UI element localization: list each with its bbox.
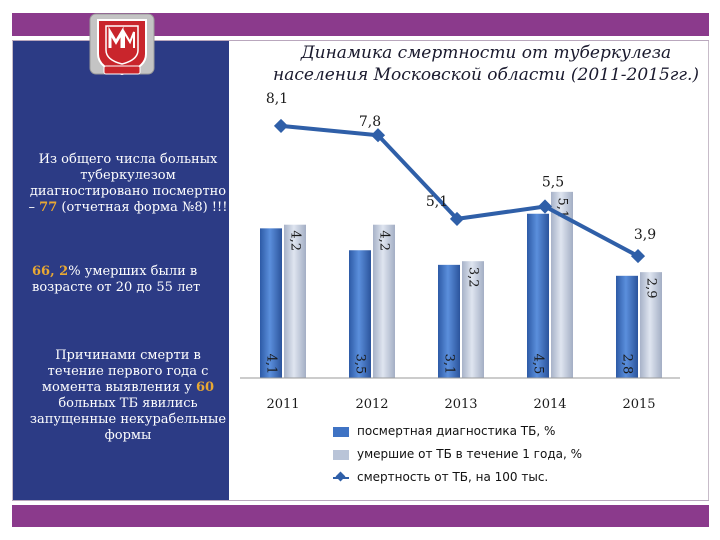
bar-posthumous-2013 <box>438 264 460 378</box>
note-posthumous-value: 77 <box>39 200 58 215</box>
bar-label-first-year-2013: 3,2 <box>466 267 481 288</box>
bar-first-year-2013 <box>462 261 484 378</box>
legend-label-mortality: смертность от ТБ, на 100 тыс. <box>357 470 549 484</box>
mortality-label-2012: 7,8 <box>359 114 381 130</box>
bar-first-year-2014 <box>551 191 573 378</box>
note-age-value: 66, 2 <box>32 264 69 279</box>
university-seal-logo <box>89 13 155 76</box>
chart-title: Динамика смертности от туберкулеза насел… <box>273 43 699 85</box>
chart-legend: посмертная диагностика ТБ, % умершие от … <box>333 420 582 489</box>
left-frame-line <box>12 41 13 500</box>
bar-label-posthumous-2014: 4,5 <box>531 354 546 375</box>
right-frame-line <box>708 41 709 500</box>
legend-item-mortality: смертность от ТБ, на 100 тыс. <box>333 466 582 489</box>
bar-label-posthumous-2013: 3,1 <box>442 354 457 375</box>
legend-swatch-grey <box>333 450 349 460</box>
tick-label-2011: 2011 <box>266 397 299 412</box>
top-frame-bar <box>12 13 709 36</box>
bar-first-year-2012 <box>373 224 395 378</box>
mortality-label-2013: 5,1 <box>426 194 448 210</box>
bottom-frame-bar <box>12 505 709 527</box>
mortality-point-2013 <box>449 211 465 226</box>
bar-posthumous-2015 <box>616 275 638 378</box>
bar-posthumous-2014 <box>527 213 549 378</box>
mortality-label-2015: 3,9 <box>634 227 656 243</box>
legend-label-first-year: умершие от ТБ в течение 1 года, % <box>357 447 583 461</box>
tick-label-2012: 2012 <box>355 397 388 412</box>
bar-first-year-2015 <box>640 272 662 378</box>
mortality-point-2011 <box>273 118 289 133</box>
legend-label-posthumous: посмертная диагностика ТБ, % <box>357 424 556 438</box>
note-age-share: 66, 2% умерших были в возрасте от 20 до … <box>32 264 201 295</box>
bottom-frame-line <box>12 500 709 501</box>
legend-swatch-blue <box>333 427 349 437</box>
note-cause-value: 60 <box>195 380 215 395</box>
mortality-label-2011: 8,1 <box>266 91 288 107</box>
mortality-point-2014 <box>537 199 553 214</box>
bar-label-first-year-2015: 2,9 <box>644 278 659 299</box>
bar-first-year-2011 <box>284 224 306 378</box>
note-posthumous-diagnosis: Из общего числа больных туберкулезом диа… <box>28 152 228 215</box>
note-death-causes: Причинами смерти в течение первого года … <box>29 348 227 443</box>
bar-label-posthumous-2012: 3,5 <box>353 354 368 375</box>
mortality-label-2014: 5,5 <box>542 175 564 191</box>
bar-label-posthumous-2015: 2,8 <box>620 354 635 375</box>
legend-item-posthumous: посмертная диагностика ТБ, % <box>333 420 582 443</box>
mortality-line <box>280 123 639 258</box>
tick-label-2014: 2014 <box>533 397 566 412</box>
bar-posthumous-2012 <box>349 250 371 378</box>
bar-label-first-year-2011: 4,2 <box>288 230 303 251</box>
legend-item-first-year: умершие от ТБ в течение 1 года, % <box>333 443 582 466</box>
bar-label-posthumous-2011: 4,1 <box>264 354 279 375</box>
legend-marker-mortality <box>335 471 346 482</box>
mortality-point-2012 <box>370 128 386 143</box>
sidebar-panel <box>13 41 229 500</box>
tick-label-2013: 2013 <box>444 397 477 412</box>
bar-label-first-year-2012: 4,2 <box>377 230 392 251</box>
mortality-point-2015 <box>630 249 646 264</box>
tick-label-2015: 2015 <box>622 397 655 412</box>
bar-posthumous-2011 <box>260 228 282 378</box>
top-frame-line <box>12 40 709 41</box>
